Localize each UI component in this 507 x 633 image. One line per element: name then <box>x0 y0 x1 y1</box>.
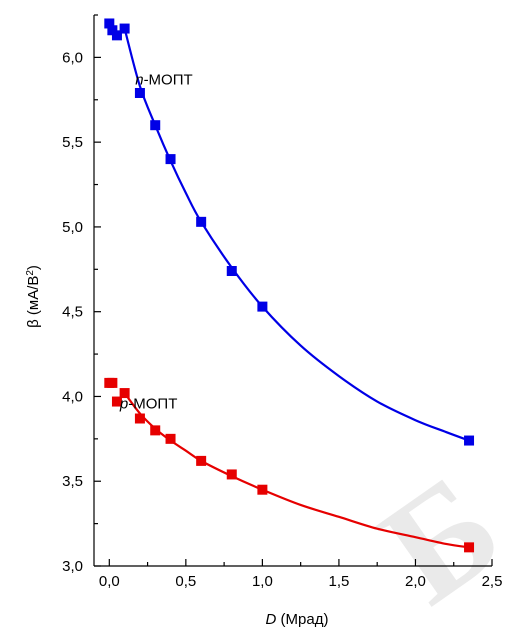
series-p-mopt-point <box>464 542 475 553</box>
series-p-mopt-point <box>165 433 176 444</box>
series-n-mopt-point <box>119 23 130 34</box>
series-n-mopt-point <box>257 301 268 312</box>
x-tick-label: 1,0 <box>252 573 273 590</box>
x-tick-label: 2,5 <box>482 573 503 590</box>
series-p-mopt-point <box>257 484 268 495</box>
series-label-rest: -МОПТ <box>128 395 177 412</box>
series-n-mopt-label: n-МОПТ <box>135 72 192 89</box>
series-p-mopt-point <box>119 388 130 399</box>
y-tick-label: 4,5 <box>62 304 83 321</box>
series-label-symbol: n <box>135 72 143 89</box>
y-tick-label: 6,0 <box>62 49 83 66</box>
y-axis-label-superscript: 2 <box>25 270 36 276</box>
x-axis-label-unit: (Мрад) <box>276 611 328 628</box>
y-tick-label: 3,0 <box>62 558 83 575</box>
series-p-mopt-point <box>111 396 122 407</box>
watermark-letter: Б <box>353 443 507 633</box>
series-n-mopt-point <box>226 266 237 277</box>
series-n-mopt-point <box>111 30 122 41</box>
series-n-mopt-point <box>464 435 475 446</box>
x-tick-label: 2,0 <box>405 573 426 590</box>
series-n-mopt-point <box>104 18 115 29</box>
series-p-mopt-point <box>226 469 237 480</box>
y-axis-label: β (мА/В2) <box>25 265 43 328</box>
series-p-mopt-point <box>196 455 207 466</box>
x-tick-label: 0,0 <box>99 573 120 590</box>
series-p-mopt-label: p-МОПТ <box>119 395 177 412</box>
series-n-mopt-point <box>196 216 207 227</box>
y-axis-label-unit: (мА/В <box>25 276 42 320</box>
y-axis-label-close: ) <box>25 265 42 270</box>
series-layer <box>104 18 475 553</box>
y-tick-label: 3,5 <box>62 473 83 490</box>
series-n-mopt-point <box>165 154 176 165</box>
x-tick-label: 1,5 <box>328 573 349 590</box>
series-n-mopt-point <box>134 87 145 98</box>
series-n-mopt-fit-line <box>123 28 470 442</box>
series-p-mopt-point <box>150 425 161 436</box>
axes <box>93 14 493 567</box>
series-n-mopt-point <box>107 25 118 36</box>
y-tick-label: 4,0 <box>62 388 83 405</box>
series-p-mopt-point <box>134 413 145 424</box>
x-tick-label: 0,5 <box>175 573 196 590</box>
y-tick-label: 5,0 <box>62 219 83 236</box>
y-tick-label: 5,5 <box>62 134 83 151</box>
series-p-mopt-point <box>107 377 118 388</box>
labels-layer: 0,0 0,5 1,0 1,5 2,0 2,5 3,0 3,5 4,0 4,5 5,0 5,5 6,0 D… <box>25 49 503 628</box>
x-axis-label-symbol: D <box>266 611 277 628</box>
series-n-mopt-point <box>150 120 161 131</box>
y-axis-label-symbol: β <box>25 319 42 328</box>
x-axis-label: D (Мрад) <box>266 611 329 628</box>
series-label-symbol: p <box>119 395 128 412</box>
series-label-rest: -МОПТ <box>144 72 193 89</box>
